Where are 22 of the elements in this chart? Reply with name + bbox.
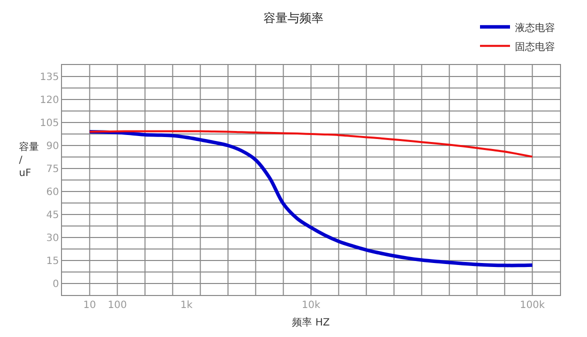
chart-title: 容量与频率 [264,10,324,25]
x-tick-label: 10k [302,300,320,311]
y-tick-label: 90 [46,141,59,152]
legend-label: 固态电容 [515,40,555,53]
y-tick-label: 105 [40,118,59,129]
y-tick-label: 15 [46,256,59,267]
legend-label: 液态电容 [515,22,555,34]
y-axis-title: 容量 / uF [19,141,39,179]
y-tick-label: 30 [46,233,59,244]
x-tick-label: 100k [520,300,545,311]
y-tick-label: 120 [40,95,59,106]
x-tick-label: 1k [180,300,193,311]
line-series [88,130,534,158]
x-axis-title: 频率 HZ [292,316,330,328]
y-tick-label: 75 [46,164,59,175]
y-tick-label: 0 [52,279,59,290]
y-tick-label: 60 [46,187,59,198]
line-series [88,130,534,268]
x-tick-label: 10 [83,300,96,311]
x-tick-label: 100 [108,300,127,311]
y-tick-label: 45 [46,210,59,221]
y-tick-label: 135 [40,72,59,83]
